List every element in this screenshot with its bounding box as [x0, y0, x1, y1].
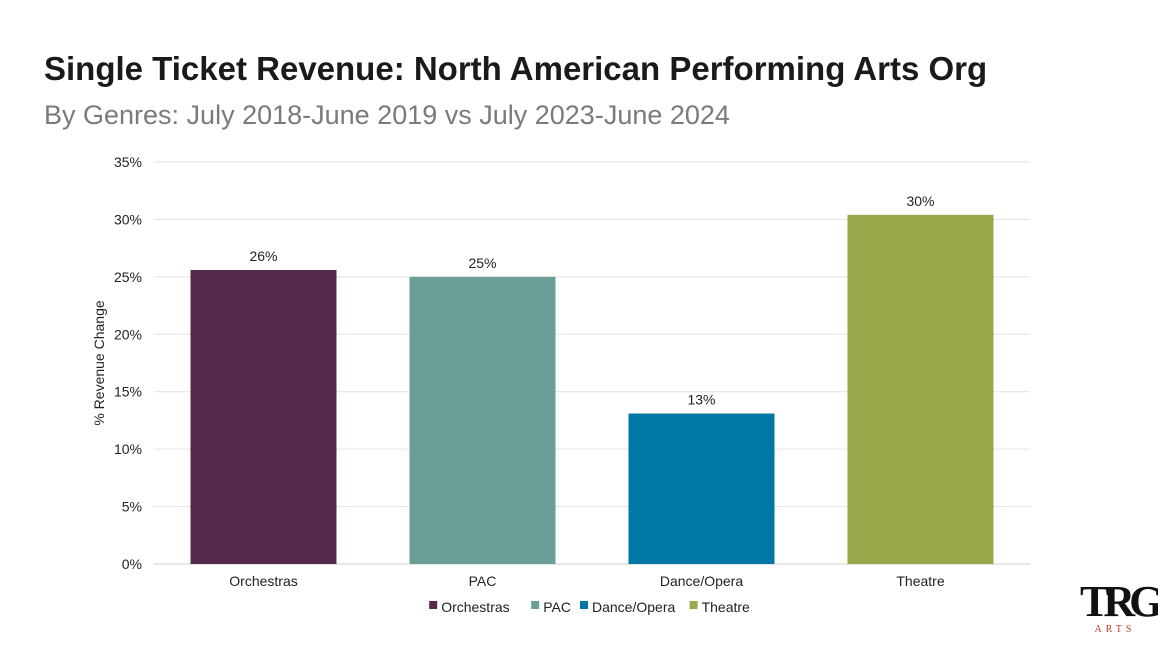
y-axis-label: % Revenue Change: [91, 300, 107, 426]
bar-theatre: [847, 214, 994, 564]
legend-entry: Orchestras: [441, 599, 509, 615]
bar-dance-opera: [628, 413, 775, 564]
x-tick-label: PAC: [469, 573, 497, 589]
y-tick-label: 10%: [114, 441, 142, 457]
data-label: 26%: [249, 248, 277, 264]
logo-subtext: ARTS: [1094, 624, 1136, 635]
legend-swatch: [689, 601, 698, 609]
legend-swatch: [429, 601, 438, 609]
bar-orchestras: [190, 269, 337, 564]
x-tick-label: Theatre: [896, 573, 944, 589]
data-label: 30%: [906, 193, 934, 209]
legend-entry: Dance/Opera: [592, 599, 675, 615]
y-tick-label: 0%: [122, 556, 142, 572]
x-tick-label: Dance/Opera: [660, 573, 743, 589]
x-tick-label: Orchestras: [229, 573, 297, 589]
y-tick-label: 25%: [114, 269, 142, 285]
data-label: 25%: [468, 255, 496, 271]
chart-subtitle: By Genres: July 2018-June 2019 vs July 2…: [44, 100, 730, 130]
y-tick-label: 30%: [114, 211, 142, 227]
legend-swatch: [531, 601, 540, 609]
legend-entry: Theatre: [702, 599, 750, 615]
y-tick-label: 15%: [114, 384, 142, 400]
y-tick-label: 20%: [114, 326, 142, 342]
logo-mark: TRG: [1080, 577, 1158, 626]
bar-pac: [409, 276, 556, 564]
data-label: 13%: [687, 392, 715, 408]
legend-entry: PAC: [543, 599, 571, 615]
y-tick-label: 5%: [122, 499, 142, 515]
y-tick-label: 35%: [114, 154, 142, 170]
trg-arts-logo: TRG ARTS: [1080, 577, 1158, 640]
chart-title: Single Ticket Revenue: North American Pe…: [44, 50, 988, 87]
legend-swatch: [580, 601, 588, 609]
